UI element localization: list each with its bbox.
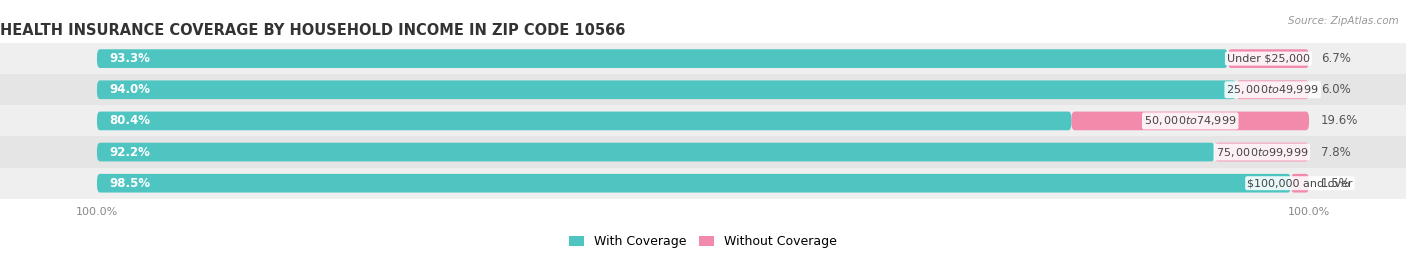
FancyBboxPatch shape xyxy=(0,136,1406,168)
FancyBboxPatch shape xyxy=(1291,174,1309,193)
FancyBboxPatch shape xyxy=(97,174,1291,193)
Text: 100.0%: 100.0% xyxy=(1288,207,1330,217)
Text: 6.0%: 6.0% xyxy=(1322,83,1351,96)
Text: $75,000 to $99,999: $75,000 to $99,999 xyxy=(1216,146,1308,158)
Text: 93.3%: 93.3% xyxy=(110,52,150,65)
Text: 100.0%: 100.0% xyxy=(76,207,118,217)
Text: 94.0%: 94.0% xyxy=(110,83,150,96)
FancyBboxPatch shape xyxy=(97,143,1215,161)
FancyBboxPatch shape xyxy=(1071,112,1309,130)
Text: 98.5%: 98.5% xyxy=(110,177,150,190)
Text: $100,000 and over: $100,000 and over xyxy=(1247,178,1353,188)
Text: $25,000 to $49,999: $25,000 to $49,999 xyxy=(1226,83,1319,96)
Text: 7.8%: 7.8% xyxy=(1322,146,1351,158)
FancyBboxPatch shape xyxy=(0,43,1406,74)
Text: Source: ZipAtlas.com: Source: ZipAtlas.com xyxy=(1288,16,1399,26)
FancyBboxPatch shape xyxy=(0,168,1406,199)
Legend: With Coverage, Without Coverage: With Coverage, Without Coverage xyxy=(564,230,842,253)
FancyBboxPatch shape xyxy=(1227,49,1309,68)
FancyBboxPatch shape xyxy=(1215,143,1309,161)
FancyBboxPatch shape xyxy=(97,80,1236,99)
Text: 80.4%: 80.4% xyxy=(110,114,150,128)
FancyBboxPatch shape xyxy=(97,112,1071,130)
FancyBboxPatch shape xyxy=(97,49,1227,68)
Text: HEALTH INSURANCE COVERAGE BY HOUSEHOLD INCOME IN ZIP CODE 10566: HEALTH INSURANCE COVERAGE BY HOUSEHOLD I… xyxy=(0,23,626,38)
Text: Under $25,000: Under $25,000 xyxy=(1227,54,1310,63)
Text: 19.6%: 19.6% xyxy=(1322,114,1358,128)
Text: 92.2%: 92.2% xyxy=(110,146,150,158)
FancyBboxPatch shape xyxy=(0,74,1406,105)
Text: 6.7%: 6.7% xyxy=(1322,52,1351,65)
FancyBboxPatch shape xyxy=(0,105,1406,136)
FancyBboxPatch shape xyxy=(1236,80,1309,99)
Text: $50,000 to $74,999: $50,000 to $74,999 xyxy=(1144,114,1236,128)
Text: 1.5%: 1.5% xyxy=(1322,177,1351,190)
